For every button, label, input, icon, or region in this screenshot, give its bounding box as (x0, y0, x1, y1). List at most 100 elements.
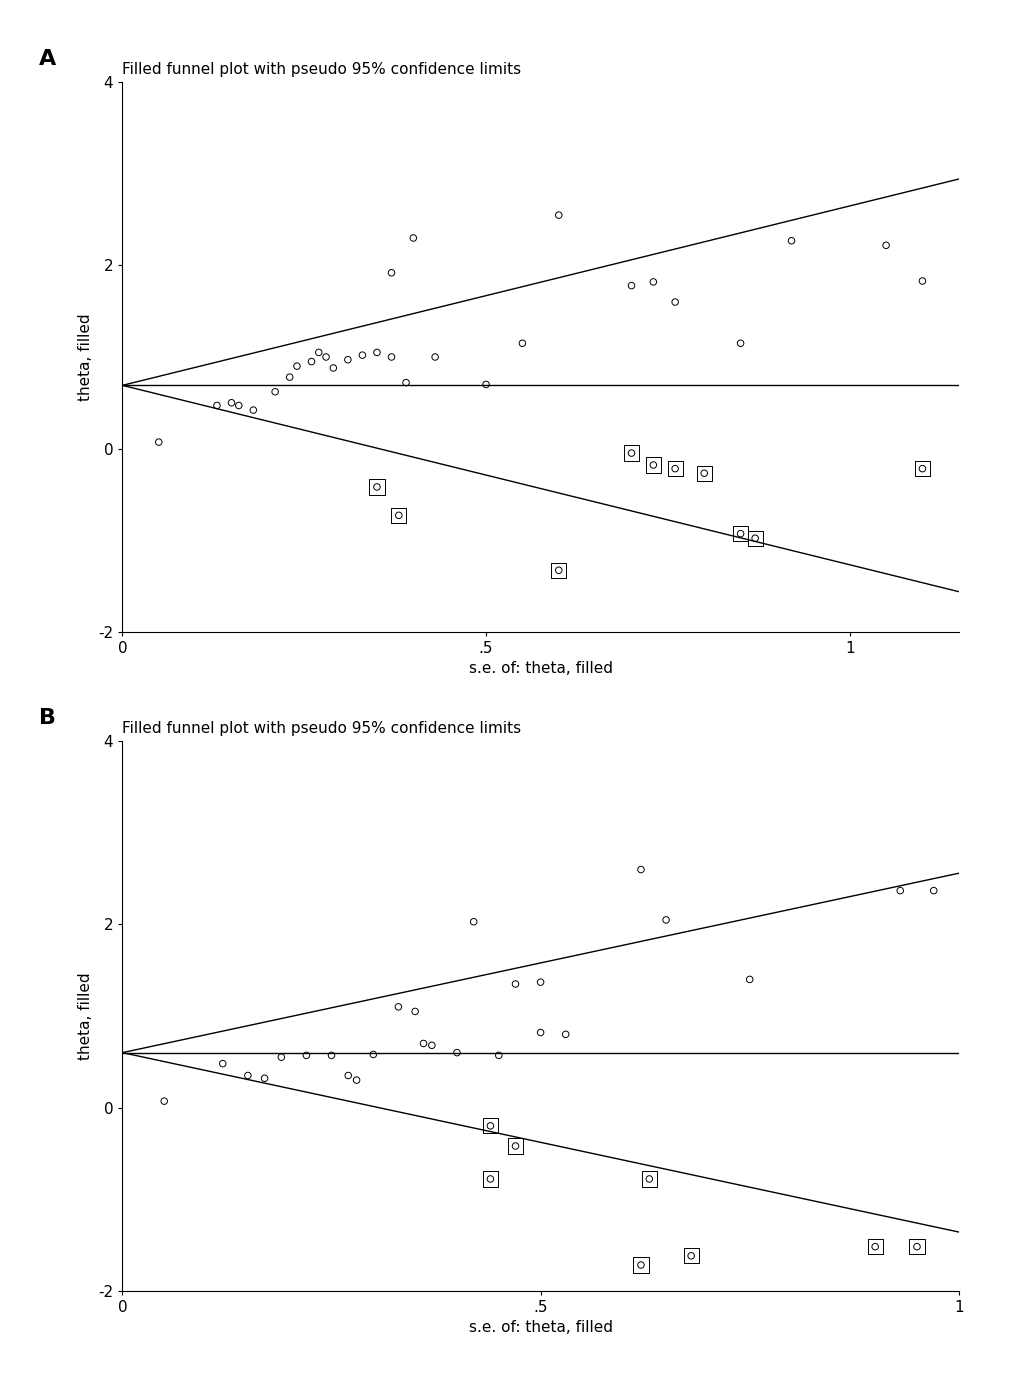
Point (239, 1064, 256, 1086)
Point (732, 523, 748, 545)
Point (683, 1245, 699, 1267)
Point (354, 345, 370, 367)
Point (478, 373, 494, 395)
Point (908, 1236, 924, 1258)
Point (741, 968, 757, 990)
Point (913, 457, 929, 479)
Point (866, 1236, 882, 1258)
Point (506, 973, 523, 995)
Point (514, 332, 530, 354)
Point (156, 1090, 172, 1112)
Point (641, 1168, 657, 1190)
Y-axis label: theta, filled: theta, filled (77, 313, 93, 401)
Point (732, 523, 748, 545)
Point (482, 1115, 498, 1137)
Point (683, 1245, 699, 1267)
Point (482, 1115, 498, 1137)
Point (908, 1236, 924, 1258)
Point (348, 1070, 365, 1092)
Text: B: B (39, 708, 56, 729)
Point (369, 476, 385, 498)
Point (390, 504, 407, 526)
Point (623, 442, 639, 464)
Point (318, 346, 334, 368)
Point (482, 1168, 498, 1190)
Point (256, 1067, 272, 1089)
Text: A: A (39, 49, 56, 70)
Point (506, 1135, 523, 1157)
Point (303, 350, 319, 372)
Point (632, 858, 648, 880)
Point (298, 1045, 314, 1067)
Point (557, 1023, 574, 1045)
Point (214, 1053, 230, 1075)
Point (339, 1064, 356, 1086)
Point (695, 463, 711, 485)
Point (288, 356, 305, 378)
Point (695, 463, 711, 485)
Point (423, 1034, 439, 1056)
Point (913, 457, 929, 479)
Point (924, 880, 941, 902)
Point (369, 342, 385, 364)
Text: Filled funnel plot with pseudo 95% confidence limits: Filled funnel plot with pseudo 95% confi… (122, 62, 521, 77)
Point (913, 270, 929, 292)
Point (490, 1045, 506, 1067)
Point (550, 559, 567, 581)
Point (877, 235, 894, 257)
Point (151, 431, 167, 453)
Point (369, 476, 385, 498)
Point (506, 1135, 523, 1157)
Point (866, 1236, 882, 1258)
Point (666, 457, 683, 479)
Point (623, 275, 639, 297)
Point (645, 454, 661, 476)
Point (532, 971, 548, 993)
X-axis label: s.e. of: theta, filled: s.e. of: theta, filled (468, 662, 612, 676)
Point (632, 1254, 648, 1276)
Point (311, 342, 327, 364)
Point (783, 229, 799, 251)
Point (465, 910, 481, 932)
Point (390, 995, 407, 1017)
Point (532, 1022, 548, 1043)
Point (323, 1045, 339, 1067)
Point (383, 346, 399, 368)
Point (245, 400, 261, 422)
Point (415, 1032, 431, 1054)
X-axis label: s.e. of: theta, filled: s.e. of: theta, filled (468, 1321, 612, 1335)
Point (482, 1168, 498, 1190)
Point (339, 349, 356, 371)
Point (405, 227, 421, 249)
Point (223, 391, 239, 413)
Point (390, 504, 407, 526)
Point (325, 357, 341, 379)
Point (632, 1254, 648, 1276)
Point (448, 1042, 465, 1064)
Point (550, 559, 567, 581)
Point (666, 291, 683, 313)
Point (427, 346, 443, 368)
Point (645, 454, 661, 476)
Point (397, 372, 414, 394)
Point (657, 909, 674, 931)
Point (732, 332, 748, 354)
Point (407, 1001, 423, 1023)
Point (267, 380, 283, 402)
Point (623, 442, 639, 464)
Text: Filled funnel plot with pseudo 95% confidence limits: Filled funnel plot with pseudo 95% confi… (122, 721, 521, 736)
Point (281, 367, 298, 389)
Point (892, 880, 908, 902)
Point (746, 527, 762, 549)
Point (645, 270, 661, 292)
Point (230, 394, 247, 416)
Point (209, 394, 225, 416)
Point (641, 1168, 657, 1190)
Point (273, 1046, 289, 1068)
Point (365, 1043, 381, 1065)
Point (383, 262, 399, 284)
Point (746, 527, 762, 549)
Point (666, 457, 683, 479)
Point (550, 205, 567, 227)
Y-axis label: theta, filled: theta, filled (77, 972, 93, 1060)
